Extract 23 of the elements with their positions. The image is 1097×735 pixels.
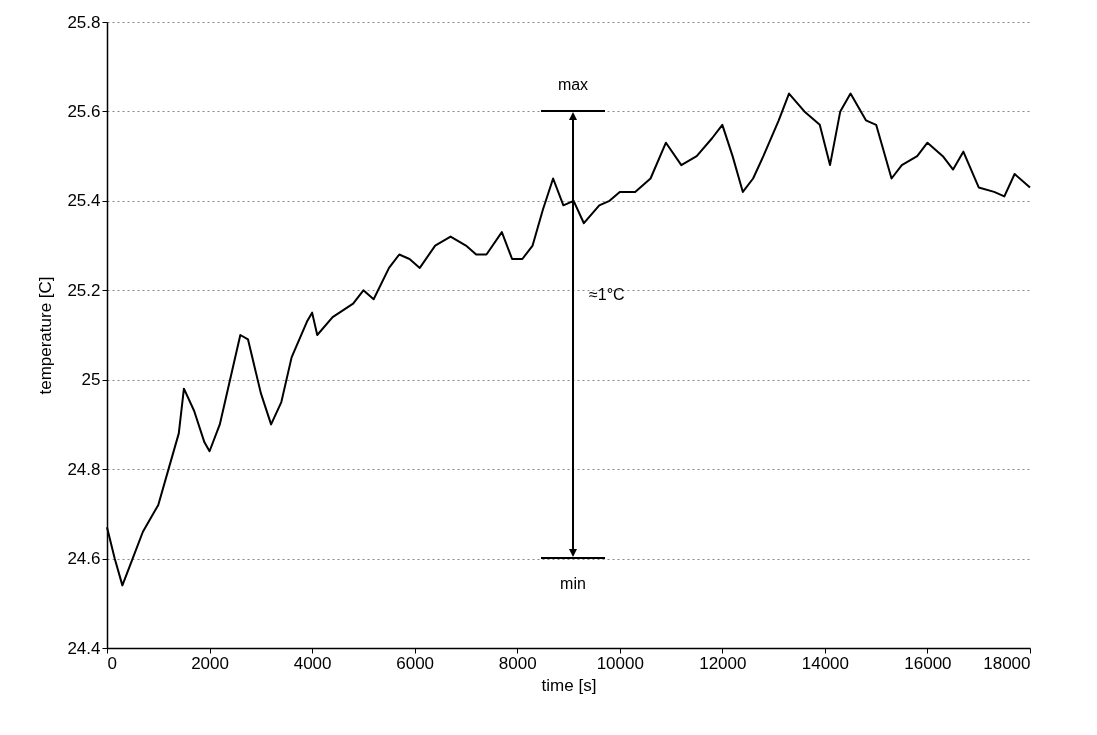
y-axis-title: temperature [C] <box>36 276 56 395</box>
y-tick-label: 24.8 <box>67 459 101 479</box>
annotation: ≈1°C <box>589 286 625 303</box>
y-tick-label: 24.6 <box>67 549 101 569</box>
y-tick-label: 25.6 <box>67 101 101 121</box>
annotation: max <box>557 76 589 93</box>
x-tick-label: 4000 <box>293 653 332 673</box>
y-tick-label: 25.2 <box>67 280 101 300</box>
annotation: min <box>560 575 586 592</box>
x-tick-label: 8000 <box>498 653 537 673</box>
y-tick-label: 25.4 <box>67 191 101 211</box>
x-tick-label: 6000 <box>396 653 435 673</box>
x-tick-label: 18000 <box>983 653 1031 673</box>
x-tick-label: 2000 <box>191 653 229 673</box>
x-tick-label: 12000 <box>699 653 747 673</box>
x-tick-label: 16000 <box>904 653 952 673</box>
y-tick-label: 25.8 <box>67 12 101 32</box>
x-tick-label: 0 <box>107 653 117 673</box>
x-axis-title: time [s] <box>541 675 597 695</box>
y-tick-label: 24.4 <box>67 638 101 658</box>
x-tick-label: 10000 <box>596 653 644 673</box>
y-tick-label: 25 <box>81 370 101 390</box>
x-tick-label: 14000 <box>801 653 850 673</box>
